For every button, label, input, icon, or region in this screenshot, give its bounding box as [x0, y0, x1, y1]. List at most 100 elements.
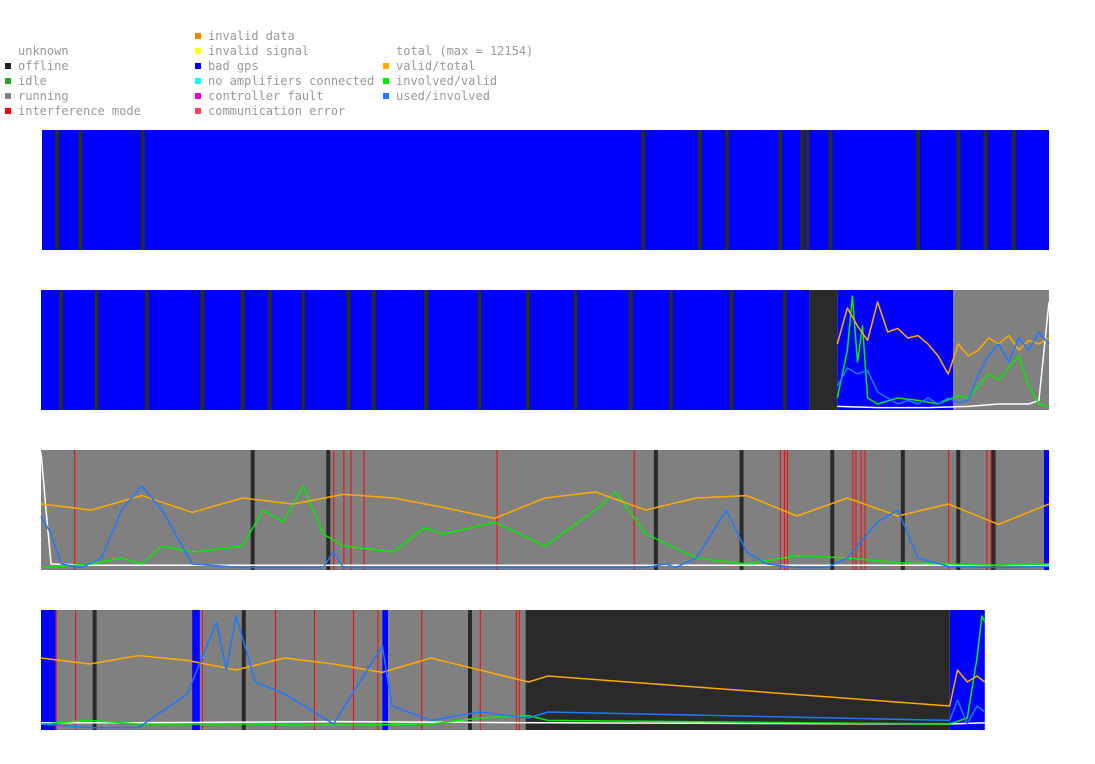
offline-mark — [92, 610, 97, 730]
offline-mark — [641, 130, 646, 250]
legend-label: involved/valid — [396, 74, 498, 88]
offline-mark — [424, 290, 429, 410]
state-segment-offline — [809, 290, 838, 410]
state-segment-bad-gps — [42, 130, 1049, 250]
offline-mark — [828, 130, 833, 250]
interference-mark — [990, 450, 992, 570]
offline-mark — [830, 450, 835, 570]
legend-item: total (max = 12154) — [383, 44, 533, 59]
interference-mark — [518, 610, 520, 730]
legend-label: unknown — [18, 44, 69, 58]
legend-swatch — [383, 63, 389, 69]
state-segment-running — [55, 610, 193, 730]
legend-item: bad gps — [195, 59, 259, 74]
legend-label: total (max = 12154) — [396, 44, 534, 58]
offline-mark — [140, 130, 145, 250]
offline-mark — [739, 450, 744, 570]
legend-swatch — [195, 78, 201, 84]
state-segment-bad-gps — [837, 290, 954, 410]
offline-mark — [250, 450, 255, 570]
interference-mark — [350, 450, 352, 570]
interference-mark — [343, 450, 345, 570]
interference-mark — [783, 450, 785, 570]
legend-label: idle — [18, 74, 47, 88]
interference-mark — [74, 450, 76, 570]
interference-mark — [786, 450, 788, 570]
legend-item: involved/valid — [383, 74, 497, 89]
offline-mark — [800, 130, 805, 250]
offline-mark — [55, 130, 60, 250]
offline-mark — [200, 290, 205, 410]
legend-item: idle — [5, 74, 47, 89]
series-line-used-involved — [836, 331, 1050, 405]
offline-mark — [1011, 130, 1016, 250]
offline-mark — [326, 450, 331, 570]
offline-mark — [59, 290, 64, 410]
offline-mark — [729, 290, 734, 410]
interference-mark — [201, 610, 203, 730]
legend-item: used/involved — [383, 89, 490, 104]
offline-mark — [991, 450, 996, 570]
state-segment-bad-gps — [1043, 450, 1049, 570]
state-segment-bad-gps — [192, 610, 200, 730]
chart-row — [41, 290, 1050, 410]
series-line-involved-valid — [836, 295, 1050, 408]
interference-mark — [852, 450, 854, 570]
legend-label: valid/total — [396, 59, 476, 73]
offline-mark — [653, 450, 658, 570]
legend-swatch — [195, 108, 201, 114]
offline-mark — [477, 290, 482, 410]
offline-mark — [724, 130, 729, 250]
state-segment-running — [199, 610, 383, 730]
legend-swatch — [5, 78, 11, 84]
legend-swatch — [5, 93, 11, 99]
offline-mark — [697, 130, 702, 250]
state-segment-offline — [525, 610, 950, 730]
offline-mark — [669, 290, 673, 410]
offline-mark — [240, 290, 245, 410]
interference-mark — [333, 450, 335, 570]
legend-swatch — [383, 93, 389, 99]
interference-mark — [363, 450, 365, 570]
legend-swatch — [195, 93, 201, 99]
offline-mark — [267, 290, 272, 410]
offline-mark — [956, 130, 961, 250]
interference-mark — [864, 450, 866, 570]
chart-row — [42, 130, 1049, 250]
legend-label: interference mode — [18, 104, 141, 118]
state-segment-running — [388, 610, 526, 730]
legend-item: valid/total — [383, 59, 475, 74]
offline-mark — [78, 130, 83, 250]
offline-mark — [144, 290, 149, 410]
series-line-involved-valid — [40, 615, 986, 726]
legend-label: invalid data — [208, 29, 295, 43]
offline-mark — [94, 290, 99, 410]
legend-item: interference mode — [5, 104, 141, 119]
legend-label: communication error — [208, 104, 346, 118]
series-line-total — [40, 452, 1049, 566]
interference-mark — [948, 450, 950, 570]
legend-swatch — [383, 78, 389, 84]
interference-mark — [55, 610, 57, 730]
legend-label: bad gps — [208, 59, 259, 73]
offline-mark — [983, 130, 988, 250]
offline-mark — [628, 290, 633, 410]
series-line-valid-total — [836, 301, 1050, 375]
offline-mark — [805, 130, 810, 250]
state-segment-bad-gps — [949, 610, 985, 730]
offline-mark — [778, 130, 783, 250]
offline-mark — [573, 290, 578, 410]
legend-item: invalid signal — [195, 44, 309, 59]
chart-row — [40, 450, 1050, 570]
legend-item: communication error — [195, 104, 345, 119]
series-line-valid-total — [40, 491, 1050, 526]
legend-swatch — [195, 63, 201, 69]
offline-mark — [956, 450, 961, 570]
legend-item: unknown — [5, 44, 69, 59]
interference-mark — [421, 610, 423, 730]
legend-label: running — [18, 89, 69, 103]
legend-item: no amplifiers connected — [195, 74, 374, 89]
legend-item: invalid data — [195, 29, 295, 44]
legend-swatch — [5, 108, 11, 114]
